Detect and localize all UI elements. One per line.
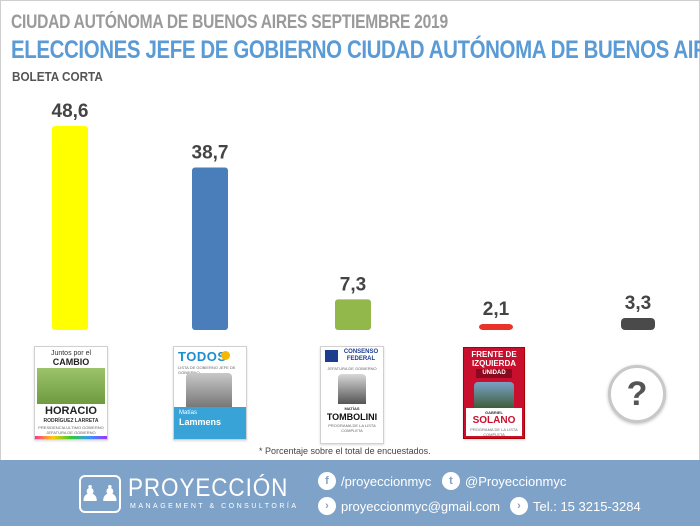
- ballot-header-line: CONSENSO: [343, 349, 379, 355]
- ballot-header-line: IZQUIERDA: [472, 359, 516, 368]
- bar-value-label: 38,7: [192, 143, 229, 164]
- twitter-link[interactable]: t @Proyeccionmyc: [442, 472, 566, 490]
- bar-value-label: 2,1: [483, 299, 510, 320]
- ballot-header: FRENTE DE IZQUIERDA UNIDAD: [464, 350, 524, 378]
- candidate-name: MATÍAS: [344, 406, 360, 411]
- ballot-header: Juntos por el CAMBIO: [35, 349, 107, 367]
- bar-value-label: 7,3: [340, 274, 366, 295]
- ballot-header: CONSENSO FEDERAL: [341, 349, 381, 363]
- phone-link[interactable]: › Tel.: 15 3215-3284: [510, 497, 641, 515]
- candidate-surname: RODRÍGUEZ LARRETA: [43, 418, 99, 424]
- ballot-frente-de-todos: TODOS LISTA DE GOBIERNO JEFE DE GOBIERNO…: [173, 346, 247, 440]
- facebook-handle: /proyeccionmyc: [341, 473, 432, 489]
- chart-subtitle: BOLETA CORTA: [12, 69, 103, 84]
- brand-tagline: MANAGEMENT & CONSULTORÍA: [130, 503, 299, 510]
- ballot-header-line: UNIDAD: [476, 369, 512, 378]
- candidate-name: HORACIO: [45, 405, 97, 417]
- ballot-note: LISTA DE GOBIERNO JEFE DE GOBIERNO: [178, 365, 236, 375]
- chart-title: ELECCIONES JEFE DE GOBIERNO CIUDAD AUTÓN…: [11, 36, 700, 64]
- email-link[interactable]: › proyeccionmyc@gmail.com: [318, 497, 500, 515]
- bar-2: [192, 167, 228, 330]
- candidate-name: Matías: [179, 410, 198, 416]
- ballot-note: JEFATURA DE GOBIERNO: [327, 366, 377, 371]
- twitter-handle: @Proyeccionmyc: [465, 473, 567, 489]
- chevron-right-icon: ›: [510, 497, 528, 515]
- candidate-photo: [474, 382, 514, 408]
- sun-icon: [221, 351, 230, 360]
- people-logo-icon: ♟♟: [79, 475, 121, 513]
- candidate-surname: SOLANO: [472, 415, 516, 426]
- candidate-photo: [186, 373, 232, 407]
- candidate-photo: [338, 374, 366, 404]
- ballot-consenso-federal: CONSENSO FEDERAL JEFATURA DE GOBIERNO MA…: [320, 346, 384, 444]
- ballot-logo: TODOS: [178, 349, 227, 364]
- ballot-header-line: Juntos por el: [50, 350, 92, 357]
- ballot-frente-de-izquierda: FRENTE DE IZQUIERDA UNIDAD GABRIEL SOLAN…: [463, 347, 525, 439]
- email-address: proyeccionmyc@gmail.com: [341, 498, 501, 514]
- ballot-header-line: FEDERAL: [346, 356, 376, 362]
- ballot-note: PROGRAMA DE LA LISTA COMPLETA: [328, 423, 376, 433]
- phone-number: Tel.: 15 3215-3284: [533, 498, 641, 514]
- ballot-juntos-por-el-cambio: Juntos por el CAMBIO HORACIO RODRÍGUEZ L…: [34, 346, 108, 440]
- ballot-note: PROGRAMA DE LA LISTA COMPLETA: [470, 427, 518, 437]
- bar-value-label: 48,6: [52, 101, 89, 122]
- ballot-header-line: CAMBIO: [52, 357, 90, 367]
- footnote: * Porcentaje sobre el total de encuestad…: [259, 446, 431, 456]
- candidate-photo: [37, 368, 105, 404]
- ballot-name-band: [174, 407, 246, 439]
- ballot-header-line: FRENTE DE: [471, 350, 517, 359]
- twitter-icon: t: [442, 472, 460, 490]
- bar-4: [479, 324, 513, 330]
- ballot-note: PRESIDENCIA ULTIMO GOBIERNO JEFATURA DE …: [38, 425, 104, 435]
- chart-supertitle: CIUDAD AUTÓNOMA DE BUENOS AIRES SEPTIEMB…: [11, 12, 448, 33]
- candidate-surname: TOMBOLINI: [326, 412, 378, 422]
- candidate-surname: Lammens: [179, 417, 222, 427]
- list-number-box: [325, 350, 338, 362]
- bar-value-label: 3,3: [625, 293, 651, 314]
- bar-3: [335, 299, 371, 330]
- bar-5: [621, 318, 655, 330]
- candidate-name: GABRIEL: [485, 410, 503, 415]
- question-mark-icon: ?: [608, 365, 666, 423]
- facebook-link[interactable]: f /proyeccionmyc: [318, 472, 431, 490]
- brand-name: PROYECCIÓN: [128, 474, 289, 502]
- facebook-icon: f: [318, 472, 336, 490]
- ballot-name-band: [466, 408, 522, 436]
- chevron-right-icon: ›: [318, 497, 336, 515]
- bar-1: [52, 126, 88, 330]
- rainbow-strip: [35, 436, 107, 439]
- footer-banner: ♟♟ PROYECCIÓN MANAGEMENT & CONSULTORÍA f…: [0, 460, 700, 526]
